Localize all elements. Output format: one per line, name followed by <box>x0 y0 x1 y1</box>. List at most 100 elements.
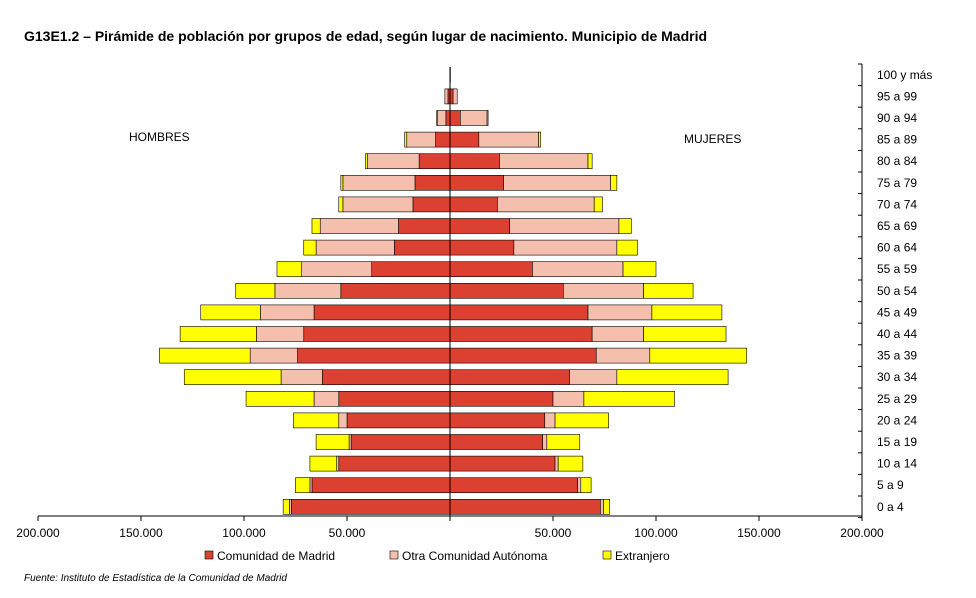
bar-hombres-madrid <box>418 153 451 169</box>
bar-hombres-extranjero <box>315 434 350 450</box>
bar-mujeres-otra <box>503 175 611 191</box>
bar-mujeres-madrid <box>449 347 597 364</box>
bar-mujeres-otra <box>591 326 644 342</box>
category-label: 45 a 49 <box>877 305 917 319</box>
bar-mujeres-otra <box>577 477 582 494</box>
bar-mujeres-extranjero <box>593 196 603 213</box>
bar-mujeres-extranjero <box>622 261 657 278</box>
bar-mujeres-madrid <box>449 326 593 342</box>
bar-mujeres-extranjero <box>554 412 609 429</box>
bar-hombres-madrid <box>321 369 451 386</box>
value-tick-label: 50.000 <box>329 526 366 540</box>
bar-hombres-otra <box>367 153 420 169</box>
bar-hombres-otra <box>336 455 340 472</box>
bar-mujeres-otra <box>497 196 595 213</box>
value-tick-label: 50.000 <box>535 526 572 540</box>
legend-label-madrid: Comunidad de Madrid <box>217 549 335 563</box>
bar-hombres-otra <box>289 498 292 515</box>
bar-mujeres-otra <box>509 218 620 234</box>
bar-hombres-madrid <box>340 282 451 299</box>
bar-hombres-madrid <box>394 239 451 256</box>
bar-hombres-extranjero <box>311 218 321 234</box>
bar-mujeres-madrid <box>449 110 461 126</box>
bar-hombres-otra <box>301 261 373 278</box>
bar-hombres-otra <box>274 282 342 299</box>
bar-mujeres-madrid <box>449 261 533 278</box>
bar-mujeres-otra <box>459 110 488 126</box>
category-label: 70 a 74 <box>877 197 917 211</box>
legend-swatch-extranjero <box>602 550 612 560</box>
bar-mujeres-madrid <box>449 390 554 407</box>
bar-mujeres-madrid <box>449 477 579 494</box>
bar-mujeres-madrid <box>449 175 504 191</box>
bar-hombres-extranjero <box>340 175 344 191</box>
legend-label-otra: Otra Comunidad Autónoma <box>402 549 548 563</box>
category-label: 65 a 69 <box>877 219 917 233</box>
category-label: 0 a 4 <box>877 500 904 514</box>
category-label: 10 a 14 <box>877 457 917 471</box>
bar-hombres-extranjero <box>282 498 290 515</box>
bar-mujeres-otra <box>532 261 624 278</box>
bar-hombres-extranjero <box>365 153 368 169</box>
category-label: 20 a 24 <box>877 413 917 427</box>
bar-hombres-otra <box>260 304 315 321</box>
bar-hombres-madrid <box>338 455 451 472</box>
bar-mujeres-otra <box>595 347 651 364</box>
bar-mujeres-madrid <box>449 412 546 429</box>
category-label: 95 a 99 <box>877 89 917 103</box>
category-label: 100 y más <box>877 68 932 82</box>
bar-mujeres-otra <box>513 239 618 256</box>
bar-mujeres-extranjero <box>643 282 694 299</box>
bar-hombres-otra <box>348 434 352 450</box>
legend-label-extranjero: Extranjero <box>615 549 670 563</box>
bar-hombres-extranjero <box>183 369 282 386</box>
legend-swatch-otra <box>389 550 399 560</box>
bar-mujeres-otra <box>587 304 653 321</box>
category-label: 15 a 19 <box>877 435 917 449</box>
bar-mujeres-otra <box>452 88 458 105</box>
hombres-label: HOMBRES <box>129 130 190 144</box>
bar-hombres-otra <box>309 477 313 494</box>
bar-mujeres-otra <box>600 498 604 515</box>
plot-area: 100 y más 95 a 99 90 a 94 85 a 89 80 a 84 75 … <box>16 63 932 540</box>
bar-hombres-extranjero <box>436 110 438 126</box>
bar-hombres-extranjero <box>295 477 311 494</box>
bar-hombres-otra <box>319 218 399 234</box>
bar-hombres-extranjero <box>159 347 251 364</box>
bar-hombres-madrid <box>435 131 451 148</box>
bar-hombres-extranjero <box>404 131 408 148</box>
bar-hombres-madrid <box>303 326 451 342</box>
category-label: 35 a 39 <box>877 349 917 363</box>
bar-hombres-otra <box>280 369 323 386</box>
bar-mujeres-extranjero <box>546 434 581 450</box>
bar-hombres-otra <box>444 88 449 105</box>
bar-hombres-extranjero <box>235 282 276 299</box>
bar-mujeres-otra <box>478 131 539 148</box>
bar-hombres-extranjero <box>179 326 257 342</box>
bar-hombres-madrid <box>371 261 451 278</box>
bar-mujeres-extranjero <box>643 326 727 342</box>
bar-mujeres-madrid <box>449 153 500 169</box>
bar-mujeres-extranjero <box>616 369 729 386</box>
bar-mujeres-madrid <box>449 304 589 321</box>
bar-hombres-extranjero <box>303 239 317 256</box>
value-tick-label: 100.000 <box>222 526 266 540</box>
bar-mujeres-extranjero <box>616 239 638 256</box>
bar-mujeres-extranjero <box>651 304 723 321</box>
chart-title: G13E1.2 – Pirámide de población por grup… <box>24 28 708 44</box>
bar-hombres-madrid <box>311 477 451 494</box>
legend: Comunidad de Madrid Otra Comunidad Autón… <box>204 549 670 563</box>
bar-mujeres-otra <box>499 153 589 169</box>
bar-hombres-otra <box>338 412 348 429</box>
bar-mujeres-otra <box>562 282 644 299</box>
bar-mujeres-madrid <box>449 282 564 299</box>
bar-mujeres-otra <box>554 455 559 472</box>
bar-mujeres-extranjero <box>580 477 592 494</box>
bar-hombres-otra <box>315 239 395 256</box>
bar-mujeres-madrid <box>449 369 570 386</box>
bar-hombres-otra <box>249 347 298 364</box>
bar-hombres-otra <box>313 390 340 407</box>
bar-mujeres-extranjero <box>649 347 747 364</box>
mujeres-label: MUJERES <box>684 132 741 146</box>
